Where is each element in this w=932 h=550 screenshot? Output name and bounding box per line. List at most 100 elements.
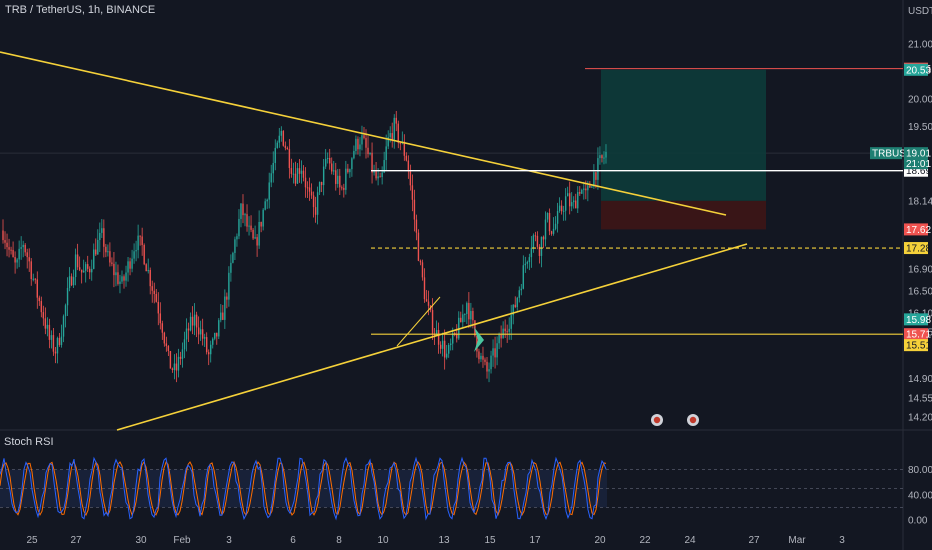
candle-body	[312, 195, 315, 208]
price-tag-label: 17.62	[906, 225, 931, 236]
candle-body	[357, 138, 359, 150]
candle-body	[371, 152, 373, 173]
candle-body	[581, 189, 583, 194]
candle-body	[169, 350, 172, 369]
candle-body	[566, 193, 569, 197]
candle-body	[599, 155, 601, 159]
candle-body	[462, 314, 464, 323]
price-tag	[904, 339, 928, 352]
stoch-tick-label: 80.00	[908, 465, 932, 476]
candle-body	[20, 247, 22, 249]
time-tick-label: 27	[748, 535, 760, 546]
candle-body	[173, 363, 176, 371]
price-tag-label: 15.71	[906, 330, 931, 341]
candle-body	[542, 236, 545, 240]
candle-body	[89, 268, 91, 273]
symbol-title: TRB / TetherUS, 1h, BINANCE	[5, 4, 156, 16]
candle-body	[341, 187, 343, 189]
candle-body	[201, 329, 204, 339]
candle-body	[522, 265, 525, 289]
candle-body	[595, 172, 597, 180]
candle-body	[413, 199, 416, 220]
candle-body	[278, 135, 280, 143]
candle-body	[163, 332, 166, 344]
candle-body	[548, 212, 551, 232]
candle-body	[468, 303, 470, 320]
candle-body	[480, 355, 482, 360]
price-axis[interactable]: USDT21.0019.5020.0018.1416.9016.5016.101…	[870, 6, 932, 527]
candle-body	[143, 245, 145, 265]
candle-body	[585, 188, 587, 191]
time-tick-label: 3	[839, 535, 845, 546]
candle-body	[76, 254, 79, 268]
time-axis[interactable]: 25 27 30 Feb 3 6 8 10 13 15 17 20 22 24 27 Mar 3	[26, 535, 845, 546]
symbol-tag-label: TRBUSDT	[872, 149, 919, 160]
mini-trendline	[396, 296, 441, 347]
position-zones[interactable]	[585, 68, 903, 230]
candle-body	[450, 343, 452, 345]
candle-body	[4, 240, 6, 243]
candle-body	[16, 259, 18, 263]
candle-body	[573, 200, 575, 203]
candle-body	[208, 352, 210, 355]
candle-body	[78, 267, 81, 270]
candle-body	[290, 168, 293, 174]
candle-body	[540, 236, 543, 256]
candle-body	[347, 168, 349, 173]
candle-body	[367, 147, 369, 155]
time-tick-label: 24	[684, 535, 696, 546]
candle-body	[6, 242, 8, 248]
candle-body	[337, 175, 339, 184]
candle-body	[14, 257, 16, 263]
candle-body	[26, 252, 28, 258]
candle-body	[232, 252, 234, 263]
candle-body	[224, 296, 226, 320]
time-tick-label: 15	[484, 535, 496, 546]
candle-body	[240, 203, 242, 219]
time-tick-label: 20	[594, 535, 606, 546]
candle-body	[562, 210, 565, 212]
time-tick-label: 13	[438, 535, 450, 546]
candle-body	[302, 170, 305, 178]
buy-arrow	[474, 327, 484, 352]
candle-body	[284, 145, 287, 148]
candle-body	[254, 237, 256, 239]
time-tick-label: 3	[226, 535, 232, 546]
candle-body	[441, 340, 444, 349]
candle-body	[324, 158, 327, 167]
candle-body	[228, 272, 230, 300]
candle-body	[464, 314, 466, 316]
candle-body	[484, 359, 486, 362]
candle-body	[355, 138, 357, 152]
candle-body	[427, 301, 430, 306]
ascending-trendline	[116, 243, 748, 431]
candle-body	[506, 331, 508, 333]
candle-body	[558, 205, 561, 212]
price-tick-label: 18.14	[908, 196, 932, 207]
candle-body	[447, 344, 450, 354]
candle-body	[550, 231, 553, 234]
candle-body	[508, 328, 510, 332]
candle-body	[419, 260, 422, 263]
drawings[interactable]	[0, 51, 903, 431]
candle-body	[145, 264, 147, 272]
candle-body	[256, 237, 258, 246]
price-tag	[904, 223, 928, 236]
candle-body	[123, 276, 125, 281]
descending-trendline	[0, 51, 727, 216]
time-tick-label: 10	[377, 535, 389, 546]
candle-body	[244, 214, 246, 216]
candle-body	[353, 151, 355, 159]
candle-body	[583, 188, 585, 190]
candle-body	[472, 311, 474, 321]
candle-body	[296, 168, 299, 184]
candle-body	[373, 171, 375, 173]
candle-body	[407, 160, 410, 172]
candle-body	[587, 185, 589, 191]
candle-body	[115, 272, 117, 276]
candle-body	[603, 157, 605, 159]
candle-body	[167, 345, 170, 351]
candle-body	[536, 235, 539, 247]
